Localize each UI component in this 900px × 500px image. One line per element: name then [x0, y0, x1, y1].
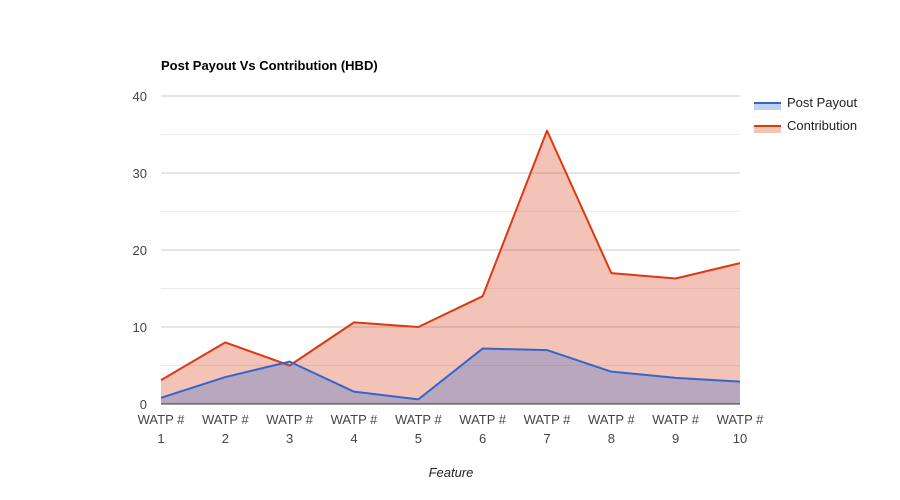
- x-tick-label: WATP #1: [138, 412, 185, 446]
- legend: Post Payout Contribution: [754, 95, 857, 133]
- x-tick-label: WATP #9: [652, 412, 699, 446]
- y-tick-label: 30: [133, 166, 147, 181]
- contribution-line: [160, 129, 741, 381]
- y-tick-label: 0: [140, 397, 147, 412]
- x-tick-label: WATP #4: [331, 412, 378, 446]
- x-tick-label: WATP #6: [459, 412, 506, 446]
- x-tick-label: WATP #7: [524, 412, 571, 446]
- x-tick-label: WATP #10: [717, 412, 764, 446]
- x-axis-ticks: WATP #1 WATP #2 WATP #3 WATP #4 WATP #5 WATP …: [138, 412, 764, 446]
- post-payout-area: [161, 348, 740, 404]
- x-tick-label: WATP #2: [202, 412, 249, 446]
- post-payout-legend-label: Post Payout: [787, 95, 857, 110]
- contribution-legend-label: Contribution: [787, 118, 857, 133]
- chart-title: Post Payout Vs Contribution (HBD): [161, 58, 378, 73]
- post-payout-legend-swatch: [754, 103, 781, 110]
- contribution-legend-swatch: [754, 126, 781, 133]
- y-tick-label: 20: [133, 243, 147, 258]
- y-axis-ticks: 0 10 20 30 40: [133, 89, 147, 412]
- y-tick-label: 40: [133, 89, 147, 104]
- post-payout-line: [160, 347, 741, 401]
- x-tick-label: WATP #3: [266, 412, 313, 446]
- contribution-area: [161, 130, 740, 404]
- series-areas: [160, 129, 741, 405]
- x-tick-label: WATP #8: [588, 412, 635, 446]
- x-tick-label: WATP #5: [395, 412, 442, 446]
- x-axis-title: Feature: [429, 465, 474, 480]
- y-tick-label: 10: [133, 320, 147, 335]
